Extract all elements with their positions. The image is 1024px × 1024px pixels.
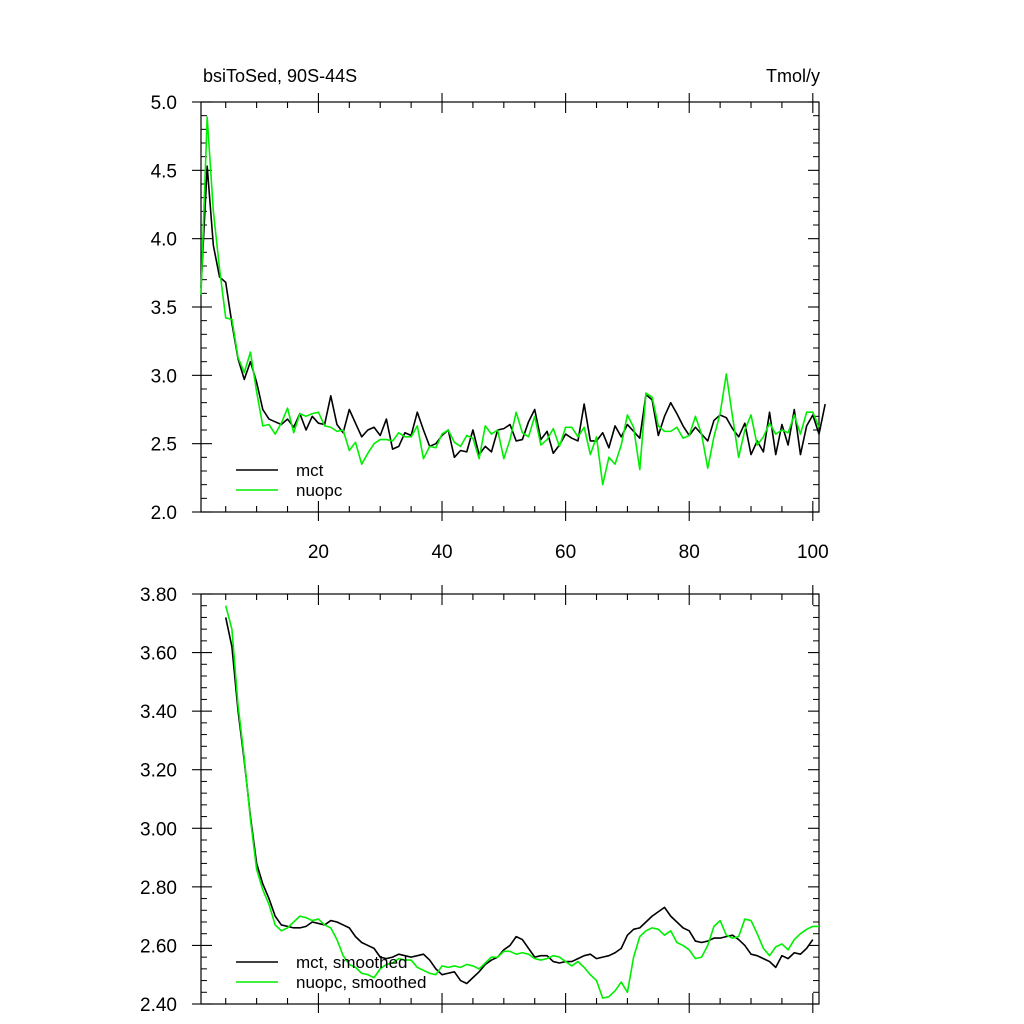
bottom-panel: 2.40 2.60 2.80 3.00 3.20 3.40 3.60 3.80 mct, sm…: [140, 585, 820, 1016]
x-tick-label: 80: [679, 542, 700, 563]
legend-label: mct, smoothed: [296, 953, 408, 972]
top-panel: bsiToSed, 90S-44S Tmol/y 2.0 2.5 3.0 3.5 4.0…: [151, 66, 829, 563]
y-tick-label: 2.40: [140, 995, 177, 1016]
y-tick-label: 3.40: [140, 702, 177, 723]
y-tick-label: 3.00: [140, 819, 177, 840]
bottom-plot-frame: [200, 593, 820, 1005]
bottom-series-lines: [224, 605, 819, 999]
legend-label: mct: [296, 461, 324, 480]
y-tick-label: 4.5: [151, 161, 177, 182]
top-axis-ticks: 2.0 2.5 3.0 3.5 4.0 4.5 5.0 20 40 60 80 100: [151, 93, 829, 563]
series-line-nuopc-smoothed: [224, 605, 819, 999]
series-line-mct: [200, 165, 826, 459]
top-series-lines: [200, 116, 826, 486]
y-tick-label: 4.0: [151, 230, 177, 251]
y-tick-label: 2.80: [140, 878, 177, 899]
series-line-nuopc: [200, 116, 820, 486]
y-tick-label: 3.5: [151, 298, 177, 319]
y-tick-label: 2.5: [151, 435, 177, 456]
top-plot-frame: [200, 101, 820, 513]
chart-title: bsiToSed, 90S-44S: [203, 66, 357, 86]
y-tick-label: 5.0: [151, 93, 177, 114]
x-tick-label: 60: [555, 542, 576, 563]
legend-label: nuopc, smoothed: [296, 973, 426, 992]
x-tick-label: 20: [308, 542, 329, 563]
y-tick-label: 2.0: [151, 503, 177, 524]
y-tick-label: 3.60: [140, 644, 177, 665]
y-tick-label: 2.60: [140, 936, 177, 957]
bottom-axis-ticks: 2.40 2.60 2.80 3.00 3.20 3.40 3.60 3.80: [140, 585, 819, 1016]
y-tick-label: 3.80: [140, 585, 177, 606]
legend-label: nuopc: [296, 481, 343, 500]
y-tick-label: 3.20: [140, 761, 177, 782]
y-tick-label: 3.0: [151, 366, 177, 387]
units-label: Tmol/y: [766, 66, 820, 86]
x-tick-label: 40: [431, 542, 452, 563]
series-line-mct-smoothed: [224, 617, 814, 985]
x-tick-label: 100: [797, 542, 829, 563]
